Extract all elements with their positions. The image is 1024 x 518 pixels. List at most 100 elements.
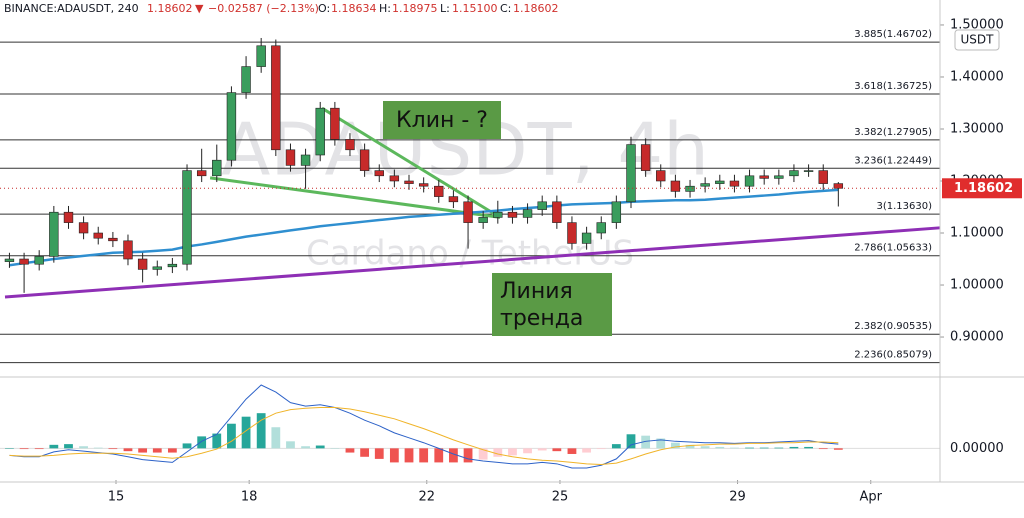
candle-body: [640, 144, 651, 171]
candle-body: [611, 201, 622, 223]
high-value: 1.18975: [392, 2, 438, 15]
low-value: 1.15100: [452, 2, 498, 15]
trend-box: [492, 273, 612, 336]
candle-body: [182, 170, 192, 265]
high-label: H:: [379, 2, 391, 15]
candle-body: [330, 107, 340, 140]
x-tick-label: 18: [241, 490, 258, 505]
macd-histogram-bar: [227, 423, 236, 449]
fib-label: 3.618(1.36725): [854, 81, 932, 92]
candle-body: [63, 211, 74, 223]
open-value: 1.18634: [331, 2, 377, 15]
macd-histogram-bar: [271, 427, 281, 449]
candle-body: [49, 211, 59, 257]
candle-body: [552, 201, 562, 223]
drawing-line: [4, 226, 941, 299]
y-tick-label: 1.40000: [950, 69, 1004, 84]
candle-body: [729, 180, 740, 187]
candle-body: [374, 170, 384, 177]
candle-body: [418, 183, 429, 187]
macd-histogram-bar: [449, 448, 458, 463]
candle-body: [685, 185, 695, 192]
change-arrow: ▼: [195, 2, 204, 15]
fib-label: 3.382(1.27905): [854, 127, 932, 138]
macd-histogram-bar: [670, 442, 680, 449]
macd-histogram-bar: [730, 447, 739, 449]
candle-body: [700, 183, 710, 187]
candle-body: [271, 45, 281, 151]
candle-body: [4, 258, 15, 262]
trend-label: Линия: [500, 279, 573, 304]
symbol: BINANCE:ADAUSDT, 240: [4, 2, 139, 15]
candle-body: [123, 240, 133, 260]
y-tick-label: 0.90000: [950, 330, 1004, 345]
x-tick-label: 25: [552, 490, 569, 505]
candle-body: [507, 211, 518, 218]
macd-histogram-bar: [419, 448, 429, 463]
wedge-box: [383, 101, 501, 139]
candle-body: [789, 170, 799, 177]
macd-histogram-bar: [641, 435, 651, 449]
fib-label: 3.885(1.46702): [854, 29, 932, 40]
macd-histogram-bar: [582, 448, 591, 453]
macd-histogram-bar: [64, 444, 73, 449]
close-label: C:: [500, 2, 511, 15]
low-label: L:: [440, 2, 450, 15]
candle-body: [285, 149, 296, 166]
macd-histogram-bar: [626, 434, 636, 449]
last-price: 1.18602: [147, 2, 193, 15]
macd-histogram-bar: [138, 448, 148, 453]
macd-histogram-bar: [286, 441, 295, 449]
macd-histogram-bar: [389, 448, 399, 463]
y-tick-label: 1.00000: [950, 278, 1004, 293]
macd-histogram-bar: [478, 448, 488, 460]
macd-histogram-bar: [523, 448, 532, 454]
currency-box[interactable]: [954, 29, 1000, 51]
candle-body: [226, 92, 237, 161]
last-price-label: 1.18602: [954, 181, 1013, 196]
macd-histogram-bar: [774, 447, 784, 449]
fib-label: 2.236(0.85079): [854, 350, 932, 361]
close-value: 1.18602: [513, 2, 559, 15]
candle-body: [656, 170, 666, 182]
macd-histogram-bar: [197, 436, 207, 449]
macd-histogram-bar: [700, 446, 710, 449]
x-tick-label: 22: [418, 490, 435, 505]
candle-body: [167, 263, 178, 268]
macd-histogram-bar: [508, 448, 517, 456]
macd-histogram-bar: [108, 448, 118, 450]
candle-body: [434, 185, 444, 197]
candle-body: [626, 144, 636, 203]
candle-body: [596, 222, 606, 234]
plot: 0.900001.000001.100001.200001.300001.400…: [0, 17, 1004, 505]
candle-body: [567, 222, 577, 244]
candle-body: [670, 180, 681, 192]
last-price-box: [942, 178, 1022, 199]
macd-histogram-bar: [167, 448, 177, 453]
fib-label: 2.382(0.90535): [854, 321, 932, 332]
header: BINANCE:ADAUSDT, 240 1.18602 ▼ −0.02587 …: [4, 2, 559, 15]
macd-histogram-bar: [360, 448, 370, 457]
currency[interactable]: USDT: [961, 33, 995, 47]
macd-histogram-bar: [745, 447, 754, 449]
trend-label: тренда: [500, 306, 583, 331]
macd-histogram-bar: [656, 438, 666, 449]
macd-histogram-bar: [567, 448, 577, 454]
candle-body: [818, 170, 828, 184]
macd-histogram-bar: [19, 448, 29, 450]
candle-body: [493, 211, 503, 218]
macd-histogram-bar: [182, 443, 192, 449]
macd-histogram-bar: [152, 448, 162, 453]
macd-histogram-bar: [818, 448, 828, 450]
macd-histogram-bar: [93, 447, 103, 449]
candle-body: [196, 170, 207, 177]
candle-body: [108, 237, 118, 242]
y-tick-label: 1.30000: [950, 121, 1004, 136]
candle-body: [715, 180, 725, 184]
candle-body: [137, 258, 148, 270]
candle-body: [537, 201, 547, 210]
candle-body: [34, 256, 44, 265]
ma-line: [9, 188, 839, 267]
candle-body: [774, 175, 784, 179]
